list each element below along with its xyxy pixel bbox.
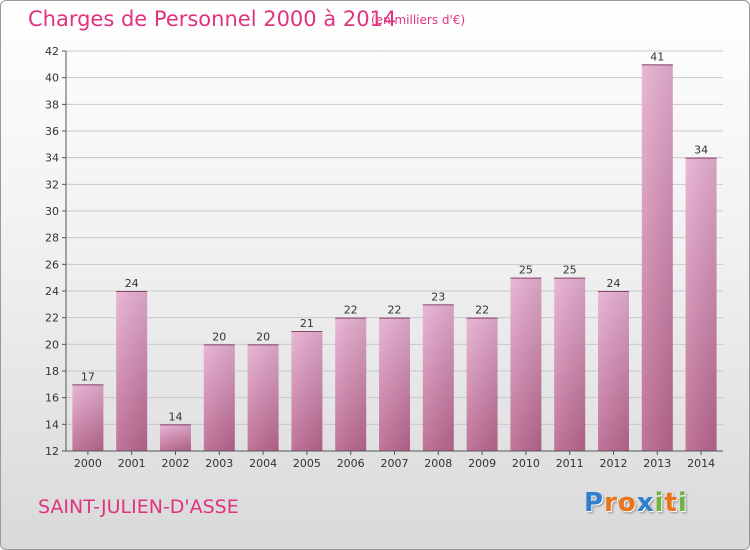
x-tick-label: 2011 xyxy=(556,457,584,470)
y-tick-label: 40 xyxy=(45,72,59,85)
x-tick-labels: 2000 2001 2002 2003 2004 2005 2006 2007 2008 2009… xyxy=(74,451,715,470)
x-tick-label: 2009 xyxy=(468,457,496,470)
value-label: 41 xyxy=(650,50,664,63)
value-label: 22 xyxy=(475,304,489,317)
y-tick-label: 28 xyxy=(45,232,59,245)
x-tick-label: 2000 xyxy=(74,457,102,470)
commune-name: SAINT-JULIEN-D'ASSE xyxy=(38,496,239,518)
x-tick-label: 2003 xyxy=(205,457,233,470)
bar-shade xyxy=(685,157,717,451)
logo-letter: r xyxy=(604,488,618,518)
bar-shade xyxy=(554,277,586,451)
y-tick-label: 12 xyxy=(45,445,59,458)
value-label: 22 xyxy=(388,304,402,317)
logo-letter: i xyxy=(654,488,665,518)
value-label: 25 xyxy=(563,264,577,277)
value-labels: 17 24 14 20 20 21 22 22 23 22 25 25 24 41 34 xyxy=(81,50,708,423)
bar-shade xyxy=(422,304,454,451)
value-label: 24 xyxy=(125,277,139,290)
value-label: 20 xyxy=(212,330,226,343)
bar-shade xyxy=(335,317,367,451)
bar-shade xyxy=(203,344,235,451)
y-tick-label: 38 xyxy=(45,98,59,111)
x-tick-label: 2010 xyxy=(512,457,540,470)
value-label: 21 xyxy=(300,317,314,330)
x-tick-label: 2013 xyxy=(643,457,671,470)
value-label: 20 xyxy=(256,330,270,343)
y-tick-label: 42 xyxy=(45,45,59,58)
bar-shade xyxy=(379,317,410,451)
y-tick-label: 26 xyxy=(45,258,59,271)
bar-shade xyxy=(116,291,148,451)
bar-shade xyxy=(598,291,629,451)
x-tick-label: 2012 xyxy=(600,457,628,470)
y-tick-label: 18 xyxy=(45,365,59,378)
y-tick-labels: 12 14 16 18 20 22 24 26 28 30 32 34 36 38 40 42 xyxy=(45,45,66,458)
value-label: 24 xyxy=(607,277,621,290)
logo-letter: P xyxy=(584,488,605,518)
x-tick-label: 2007 xyxy=(381,457,409,470)
y-tick-label: 20 xyxy=(45,338,59,351)
proxiti-logo: Proxiti xyxy=(584,488,688,518)
y-tick-label: 22 xyxy=(45,312,59,325)
bar-shade xyxy=(247,344,279,451)
value-label: 17 xyxy=(81,370,95,383)
bar-shade xyxy=(160,424,191,451)
y-tick-label: 36 xyxy=(45,125,59,138)
x-tick-label: 2008 xyxy=(424,457,452,470)
value-label: 22 xyxy=(344,304,358,317)
x-tick-label: 2006 xyxy=(337,457,365,470)
x-tick-label: 2002 xyxy=(162,457,190,470)
logo-letter: o xyxy=(617,488,637,518)
x-tick-label: 2001 xyxy=(118,457,146,470)
x-tick-label: 2004 xyxy=(249,457,277,470)
logo-letter: i xyxy=(677,488,688,518)
value-label: 23 xyxy=(431,290,445,303)
value-label: 25 xyxy=(519,264,533,277)
y-tick-label: 24 xyxy=(45,285,59,298)
value-label: 34 xyxy=(694,144,708,157)
bar-shade xyxy=(72,384,104,451)
y-tick-label: 14 xyxy=(45,418,59,431)
y-tick-label: 34 xyxy=(45,152,59,165)
chart-unit: (en milliers d'€) xyxy=(371,13,466,27)
y-tick-label: 16 xyxy=(45,392,59,405)
value-label: 14 xyxy=(169,410,183,423)
bar-shade xyxy=(466,317,498,451)
bars xyxy=(72,64,717,452)
logo-letter: x xyxy=(636,488,655,518)
bar-shade xyxy=(510,277,542,451)
x-tick-label: 2005 xyxy=(293,457,321,470)
bar-shade xyxy=(641,64,673,452)
y-tick-label: 30 xyxy=(45,205,59,218)
logo-letter: t xyxy=(664,488,678,518)
x-tick-label: 2014 xyxy=(687,457,715,470)
chart-title: Charges de Personnel 2000 à 2014 xyxy=(28,7,397,31)
bar-shade xyxy=(291,331,323,451)
y-tick-label: 32 xyxy=(45,178,59,191)
